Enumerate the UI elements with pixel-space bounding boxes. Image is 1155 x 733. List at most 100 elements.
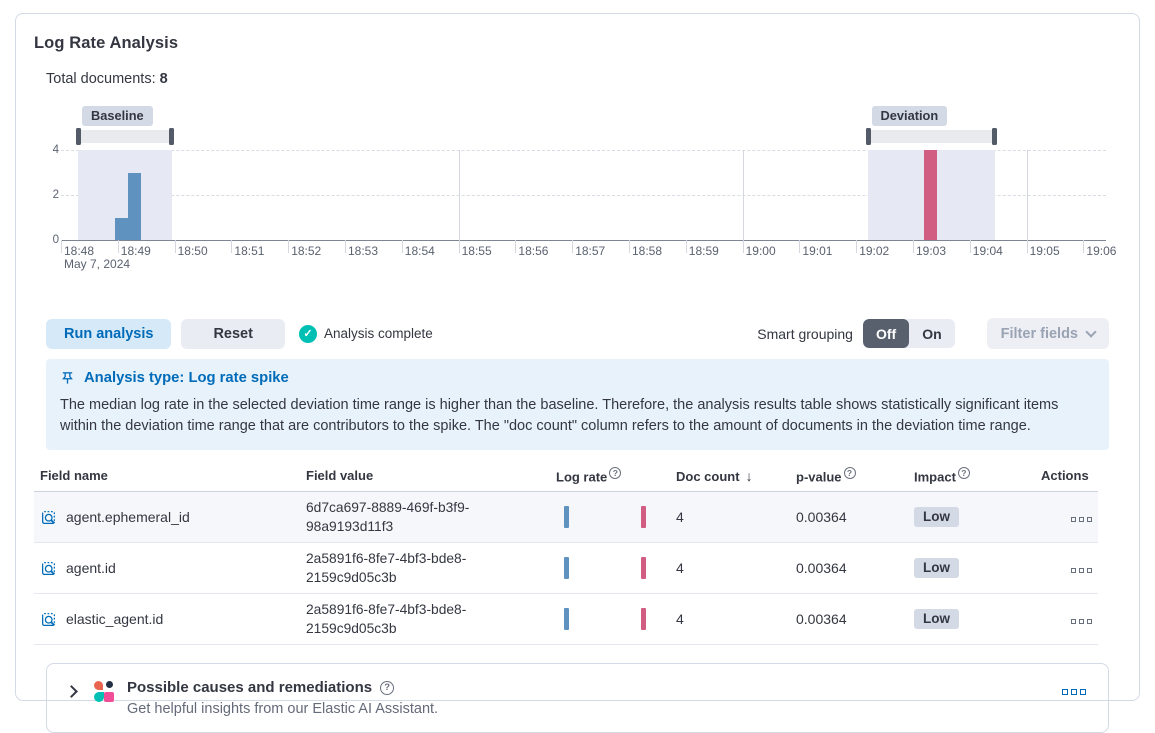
x-tick-label: 19:05 bbox=[1029, 244, 1060, 258]
x-tick bbox=[1083, 240, 1085, 253]
boxes-horizontal-icon[interactable] bbox=[1062, 689, 1086, 696]
impact-badge: Low bbox=[914, 507, 959, 528]
info-icon[interactable]: ? bbox=[843, 467, 856, 479]
header-log-rate[interactable]: Log rate? bbox=[550, 462, 670, 493]
x-tick bbox=[401, 240, 403, 253]
y-axis-label: 0 bbox=[52, 234, 59, 246]
analysis-status: ✓ Analysis complete bbox=[298, 324, 433, 343]
baseline-brush[interactable] bbox=[76, 128, 174, 145]
baseline-minibar bbox=[564, 506, 569, 529]
deviation-badge: Deviation bbox=[871, 106, 948, 126]
check-icon: ✓ bbox=[298, 324, 317, 343]
filter-fields-label: Filter fields bbox=[1000, 325, 1078, 342]
header-p-value[interactable]: p-value? bbox=[790, 462, 908, 493]
y-axis-label: 2 bbox=[52, 189, 59, 201]
x-tick-label: 19:02 bbox=[859, 244, 890, 258]
total-documents: Total documents: 8 bbox=[46, 71, 1109, 87]
accordion-title-row: Possible causes and remediations ? bbox=[127, 679, 1062, 696]
x-tick bbox=[61, 240, 62, 253]
total-documents-value: 8 bbox=[159, 71, 168, 87]
smart-grouping-off-button[interactable]: Off bbox=[862, 319, 910, 348]
header-field-value[interactable]: Field value bbox=[300, 462, 550, 493]
x-tick-label: 18:51 bbox=[234, 244, 265, 258]
p-value: 0.00364 bbox=[790, 542, 908, 595]
table-row: agent.id 2a5891f6-8fe7-4bf3-bde8-2159c9d0… bbox=[34, 542, 1098, 595]
run-analysis-button[interactable]: Run analysis bbox=[46, 318, 172, 349]
x-tick bbox=[515, 240, 517, 253]
header-impact[interactable]: Impact? bbox=[908, 462, 1035, 493]
x-tick-label: 19:00 bbox=[745, 244, 776, 258]
baseline-minibar bbox=[564, 557, 569, 580]
deviation-minibar bbox=[641, 506, 646, 529]
chevron-right-icon[interactable] bbox=[65, 685, 78, 699]
field-value: 2a5891f6-8fe7-4bf3-bde8-2159c9d05c3b bbox=[306, 602, 467, 637]
table-row: elastic_agent.id 2a5891f6-8fe7-4bf3-bde8-… bbox=[34, 593, 1098, 646]
field-value: 6d7ca697-8889-469f-b3f9-98a9193d11f3 bbox=[306, 500, 470, 535]
baseline-badge: Baseline bbox=[82, 106, 153, 126]
y-axis-label: 4 bbox=[52, 144, 59, 156]
field-name: agent.ephemeral_id bbox=[66, 509, 190, 526]
callout-body: The median log rate in the selected devi… bbox=[60, 397, 1059, 434]
x-tick bbox=[345, 240, 346, 253]
table-body: agent.ephemeral_id 6d7ca697-8889-469f-b3f… bbox=[34, 491, 1098, 646]
sort-desc-icon: ↓ bbox=[745, 467, 753, 484]
callout-title: Analysis type: Log rate spike bbox=[84, 370, 289, 386]
x-tick bbox=[629, 240, 630, 253]
elastic-ai-assistant-icon bbox=[94, 681, 115, 703]
smart-grouping-on-button[interactable]: On bbox=[909, 319, 954, 348]
analysis-type-callout: Analysis type: Log rate spike The median… bbox=[46, 359, 1109, 450]
x-tick bbox=[742, 240, 744, 253]
x-tick-label: 18:54 bbox=[404, 244, 435, 258]
filter-fields-button[interactable]: Filter fields bbox=[986, 318, 1109, 349]
x-tick bbox=[174, 240, 176, 253]
x-tick-label: 18:53 bbox=[348, 244, 379, 258]
deviation-brush[interactable] bbox=[865, 128, 998, 145]
table-header-row: Field name Field value Log rate? Doc cou… bbox=[34, 462, 1098, 493]
brush-handle[interactable] bbox=[992, 128, 998, 145]
x-tick-label: 18:48 bbox=[64, 244, 95, 258]
field-filter-icon[interactable] bbox=[40, 509, 57, 526]
x-tick bbox=[572, 240, 574, 253]
field-name: agent.id bbox=[66, 560, 116, 577]
smart-grouping-label: Smart grouping bbox=[757, 325, 853, 342]
brush-handle[interactable] bbox=[168, 128, 174, 145]
info-icon[interactable]: ? bbox=[957, 467, 970, 479]
x-tick-label: 18:49 bbox=[120, 244, 151, 258]
chart-bar bbox=[114, 217, 128, 240]
chart-bar bbox=[128, 172, 142, 240]
field-filter-icon[interactable] bbox=[40, 611, 57, 628]
x-tick-label: 18:58 bbox=[632, 244, 663, 258]
accordion-title: Possible causes and remediations bbox=[127, 679, 373, 697]
x-tick-label: 18:56 bbox=[518, 244, 549, 258]
x-tick-label: 19:03 bbox=[916, 244, 947, 258]
row-actions-icon[interactable] bbox=[1071, 517, 1092, 523]
v-gridline bbox=[458, 150, 460, 240]
p-value: 0.00364 bbox=[790, 593, 908, 646]
x-tick bbox=[231, 240, 233, 253]
doc-count: 4 bbox=[670, 593, 790, 646]
field-filter-icon[interactable] bbox=[40, 560, 57, 577]
chevron-down-icon bbox=[1085, 325, 1097, 338]
header-doc-count[interactable]: Doc count ↓ bbox=[670, 462, 790, 493]
deviation-minibar bbox=[641, 608, 646, 631]
brush-handle[interactable] bbox=[865, 128, 871, 145]
x-tick bbox=[969, 240, 971, 253]
x-tick bbox=[799, 240, 801, 253]
h-gridline bbox=[61, 195, 1107, 196]
log-rate-analysis-panel: Log Rate Analysis Total documents: 8 0 2 4… bbox=[15, 13, 1140, 733]
total-documents-label: Total documents: bbox=[46, 71, 156, 87]
help-icon[interactable]: ? bbox=[380, 680, 395, 695]
brush-handle[interactable] bbox=[76, 128, 82, 145]
impact-badge: Low bbox=[914, 558, 959, 579]
x-tick bbox=[685, 240, 687, 253]
possible-causes-accordion[interactable]: Possible causes and remediations ? Get h… bbox=[46, 663, 1109, 733]
row-actions-icon[interactable] bbox=[1071, 568, 1092, 574]
doc-count: 4 bbox=[670, 491, 790, 544]
header-field-name[interactable]: Field name bbox=[34, 462, 300, 493]
analysis-status-label: Analysis complete bbox=[323, 326, 433, 341]
table-row: agent.ephemeral_id 6d7ca697-8889-469f-b3f… bbox=[34, 491, 1098, 544]
log-rate-sparkline bbox=[556, 606, 664, 632]
info-icon[interactable]: ? bbox=[609, 467, 622, 479]
row-actions-icon[interactable] bbox=[1071, 619, 1092, 625]
reset-button[interactable]: Reset bbox=[181, 318, 285, 349]
